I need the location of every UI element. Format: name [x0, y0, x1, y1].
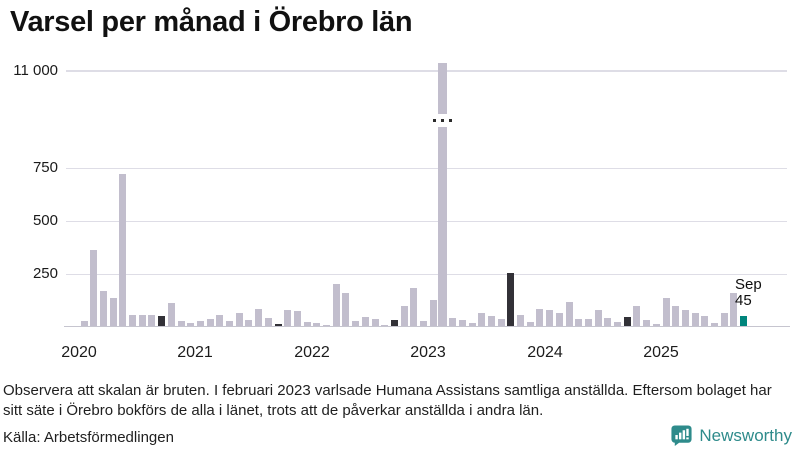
bar-2024-05	[584, 318, 592, 326]
bar-2024-07	[604, 317, 612, 326]
bar-2023-06	[478, 313, 486, 326]
bar-2023-10	[517, 314, 524, 326]
bar-2023-07	[487, 316, 495, 326]
bar-2024-09	[623, 316, 631, 326]
bar-2022-04	[342, 292, 350, 326]
bar-2020-10	[167, 302, 175, 326]
bar-2023-05	[468, 323, 476, 326]
x-tick-2022: 2022	[294, 344, 330, 361]
bar-2021-09	[274, 324, 282, 326]
x-axis-baseline	[64, 326, 790, 327]
gridline-750	[66, 168, 787, 169]
x-tick-2024: 2024	[527, 344, 563, 361]
bar-2022-08	[381, 324, 389, 326]
bar-2020-12	[187, 322, 195, 326]
bar-2023-11	[526, 321, 534, 326]
y-tick-750: 750	[32, 159, 58, 176]
latest-value-annotation: Sep 45	[735, 277, 762, 309]
y-tick-11000: 11 000	[13, 62, 58, 79]
bar-2021-07	[255, 308, 263, 326]
bar-2024-08	[614, 322, 621, 326]
bar-2020-02	[90, 249, 98, 326]
bar-2020-09	[158, 315, 166, 326]
bar-2024-12	[652, 323, 660, 326]
x-tick-2020: 2020	[61, 344, 97, 361]
axis-break-dot-2	[441, 119, 445, 122]
bar-2020-03	[99, 291, 107, 326]
bar-2020-05	[119, 174, 127, 326]
bar-2024-01	[546, 309, 554, 326]
bar-2024-11	[643, 320, 651, 326]
footnote-line-1: Observera att skalan är bruten. I februa…	[3, 382, 772, 399]
bar-2022-12	[420, 320, 427, 326]
bar-2025-07	[720, 313, 728, 326]
bar-2022-10	[400, 306, 408, 326]
bar-2023-02	[438, 63, 448, 326]
bar-2023-03	[449, 317, 457, 326]
bar-2024-02	[555, 313, 563, 326]
annotation-value: 45	[735, 292, 752, 309]
bar-2024-04	[575, 319, 583, 326]
bar-2023-01	[429, 299, 437, 326]
bar-2023-09	[507, 273, 515, 326]
bar-2020-06	[129, 315, 136, 326]
bar-2021-11	[293, 310, 301, 326]
bar-2021-12	[303, 321, 311, 326]
bar-2021-04	[226, 320, 233, 326]
bar-2021-02	[206, 319, 214, 326]
annotation-month: Sep	[735, 276, 762, 293]
bar-2023-08	[497, 318, 505, 326]
bar-2021-06	[245, 320, 253, 326]
bar-2025-09	[740, 316, 748, 326]
footnote-line-2: sitt säte i Örebro bokförs de alla i län…	[3, 402, 544, 419]
axis-break-dot-3	[449, 119, 453, 122]
gridline-500	[66, 221, 787, 222]
bar-2025-05	[701, 316, 709, 326]
footnote: Observera att skalan är bruten. I februa…	[3, 381, 800, 421]
x-tick-2023: 2023	[410, 344, 446, 361]
gridline-11000	[66, 70, 787, 72]
x-tick-2021: 2021	[177, 344, 213, 361]
bar-2020-01	[80, 320, 88, 326]
bar-2021-01	[196, 320, 204, 326]
bar-2021-10	[284, 310, 292, 326]
bar-2021-03	[216, 314, 224, 326]
x-tick-2025: 2025	[643, 344, 679, 361]
bar-2025-01	[662, 298, 670, 326]
gridline-250	[66, 274, 787, 275]
bar-2022-03	[332, 284, 340, 326]
bar-2022-02	[323, 324, 330, 326]
bar-2025-04	[691, 313, 699, 326]
brand-name: Newsworthy	[699, 425, 792, 445]
source-label: Källa: Arbetsförmedlingen	[3, 429, 174, 446]
newsworthy-chart-bubble-icon	[671, 425, 692, 447]
axis-break-dot-1	[433, 119, 437, 122]
bar-2021-08	[264, 317, 272, 326]
bar-2020-04	[109, 298, 117, 326]
bar-2022-01	[313, 323, 321, 326]
y-tick-250: 250	[32, 265, 58, 282]
bar-2025-08	[730, 293, 738, 326]
bar-2025-03	[681, 309, 689, 326]
page-title: Varsel per månad i Örebro län	[10, 6, 413, 38]
bar-2022-11	[410, 287, 418, 326]
bar-2022-07	[371, 319, 379, 326]
bar-2020-07	[138, 315, 146, 326]
bar-2020-11	[177, 321, 185, 326]
bar-2024-03	[565, 301, 573, 326]
bar-2021-05	[235, 312, 243, 326]
bar-2022-09	[390, 320, 398, 326]
bar-2024-06	[594, 310, 602, 326]
bar-2025-02	[672, 305, 680, 326]
bar-2023-12	[536, 309, 544, 326]
bar-2023-04	[458, 320, 466, 326]
y-tick-500: 500	[32, 212, 58, 229]
bar-2022-06	[361, 316, 369, 326]
bar-2024-10	[633, 305, 641, 326]
bar-2022-05	[352, 321, 360, 326]
bar-2020-08	[148, 315, 156, 326]
bar-2025-06	[711, 323, 718, 326]
brand-logo: Newsworthy	[670, 424, 792, 447]
